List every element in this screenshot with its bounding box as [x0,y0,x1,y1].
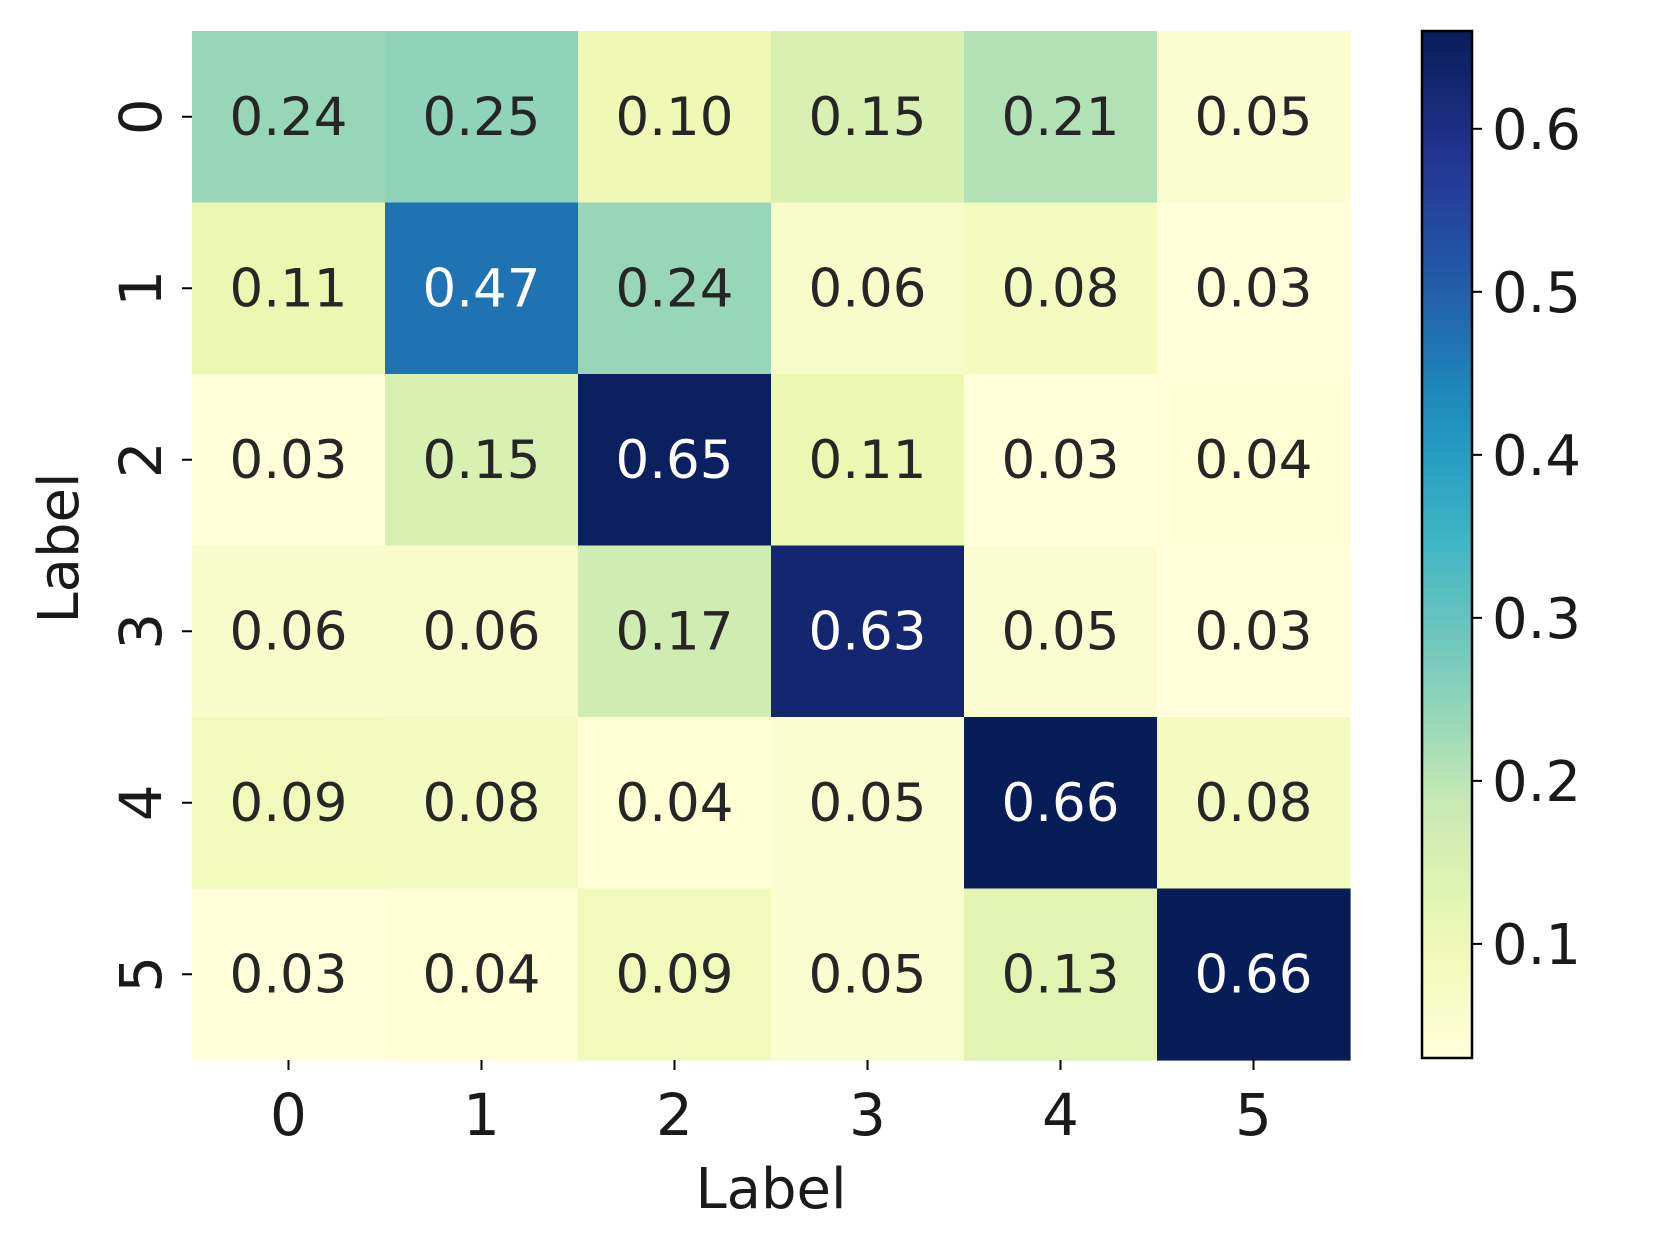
cell-annotation-4-5: 0.08 [1194,773,1312,834]
cell-annotation-3-0: 0.06 [229,601,347,662]
heatmap-cell-4-5 [1157,717,1351,890]
y-tick-label-2: 2 [107,441,175,478]
heatmap-cell-4-4 [964,717,1158,890]
colorbar-gradient [1420,29,1474,1060]
heatmap-cell-2-3 [771,374,965,547]
cell-annotation-5-5: 0.66 [1194,944,1312,1005]
heatmap-cells [192,31,1351,1061]
heatmap-cell-0-4 [964,31,1158,204]
cell-annotation-4-4: 0.66 [1001,773,1119,834]
heatmap-cell-0-5 [1157,31,1351,204]
heatmap-cell-4-0 [192,717,386,890]
cell-annotation-1-4: 0.08 [1001,258,1119,319]
cell-annotation-0-0: 0.24 [229,87,347,148]
heatmap-cell-3-0 [192,545,386,718]
x-axis: 0 1 2 3 4 5 [270,1060,1272,1149]
heatmap-cell-4-3 [771,717,965,890]
colorbar-tick-label-4: 0.5 [1492,261,1581,326]
heatmap-cell-1-0 [192,202,386,375]
colorbar-tick-label-5: 0.6 [1492,98,1581,163]
cell-annotation-0-4: 0.21 [1001,87,1119,148]
colorbar-tick-label-2: 0.3 [1492,587,1581,652]
heatmap-cell-5-1 [385,888,579,1061]
heatmap-cell-0-0 [192,31,386,204]
cell-annotation-1-3: 0.06 [808,258,926,319]
heatmap-cell-4-2 [578,717,772,890]
heatmap-cell-1-5 [1157,202,1351,375]
heatmap-cell-2-0 [192,374,386,547]
cell-annotation-0-2: 0.10 [615,87,733,148]
cell-annotation-0-1: 0.25 [422,87,540,148]
cell-annotation-2-0: 0.03 [229,430,347,491]
cell-annotation-4-3: 0.05 [808,773,926,834]
cell-annotation-3-4: 0.05 [1001,601,1119,662]
heatmap-cell-3-5 [1157,545,1351,718]
heatmap-cell-3-3 [771,545,965,718]
heatmap-cell-2-1 [385,374,579,547]
cell-annotation-5-3: 0.05 [808,944,926,1005]
colorbar-tick-label-3: 0.4 [1492,424,1581,489]
cell-annotation-5-0: 0.03 [229,944,347,1005]
x-tick-label-1: 1 [463,1081,500,1149]
cell-annotation-3-5: 0.03 [1194,601,1312,662]
y-tick-label-3: 3 [107,613,175,650]
heatmap-cell-1-4 [964,202,1158,375]
heatmap-cell-5-3 [771,888,965,1061]
cell-annotation-2-4: 0.03 [1001,430,1119,491]
cell-annotation-4-1: 0.08 [422,773,540,834]
heatmap-cell-1-1 [385,202,579,375]
colorbar-tick-label-0: 0.1 [1492,913,1581,978]
heatmap-cell-0-2 [578,31,772,204]
cell-annotation-3-3: 0.63 [808,601,926,662]
x-tick-label-2: 2 [656,1081,693,1149]
y-tick-label-0: 0 [107,98,175,135]
heatmap-cell-5-2 [578,888,772,1061]
x-tick-label-0: 0 [270,1081,307,1149]
cell-annotation-3-2: 0.17 [615,601,733,662]
colorbar-tick-label-1: 0.2 [1492,750,1581,815]
y-tick-label-4: 4 [107,784,175,821]
cell-annotations: 0.24 0.25 0.10 0.15 0.21 0.05 0.11 0.47 0.24 0.06… [229,87,1312,1006]
heatmap-cell-2-5 [1157,374,1351,547]
y-tick-label-5: 5 [107,956,175,993]
cell-annotation-2-3: 0.11 [808,430,926,491]
heatmap-cell-0-1 [385,31,579,204]
heatmap-cell-0-3 [771,31,965,204]
y-tick-label-1: 1 [107,270,175,307]
cell-annotation-1-1: 0.47 [422,258,540,319]
cell-annotation-4-0: 0.09 [229,773,347,834]
heatmap-cell-5-0 [192,888,386,1061]
cell-annotation-5-1: 0.04 [422,944,540,1005]
cell-annotation-3-1: 0.06 [422,601,540,662]
cell-annotation-2-5: 0.04 [1194,430,1312,491]
y-axis-label: Label [27,472,92,623]
cell-annotation-2-2: 0.65 [615,430,733,491]
cell-annotation-5-2: 0.09 [615,944,733,1005]
heatmap-cell-2-4 [964,374,1158,547]
cell-annotation-1-5: 0.03 [1194,258,1312,319]
heatmap-cell-1-2 [578,202,772,375]
heatmap-cell-4-1 [385,717,579,890]
cell-annotation-5-4: 0.13 [1001,944,1119,1005]
cell-annotation-1-0: 0.11 [229,258,347,319]
heatmap-cell-3-4 [964,545,1158,718]
x-axis-label: Label [695,1157,846,1222]
heatmap-cell-3-2 [578,545,772,718]
x-tick-label-3: 3 [849,1081,886,1149]
cell-annotation-4-2: 0.04 [615,773,733,834]
heatmap-cell-1-3 [771,202,965,375]
cell-annotation-0-5: 0.05 [1194,87,1312,148]
colorbar: 0.1 0.2 0.3 0.4 0.5 0.6 [1420,29,1581,1060]
heatmap-cell-3-1 [385,545,579,718]
cell-annotation-1-2: 0.24 [615,258,733,319]
y-axis: 0 1 2 3 4 5 [107,98,192,993]
heatmap-cell-2-2 [578,374,772,547]
heatmap-cell-5-5 [1157,888,1351,1061]
x-tick-label-4: 4 [1042,1081,1079,1149]
cell-annotation-2-1: 0.15 [422,430,540,491]
heatmap-cell-5-4 [964,888,1158,1061]
cell-annotation-0-3: 0.15 [808,87,926,148]
x-tick-label-5: 5 [1235,1081,1272,1149]
